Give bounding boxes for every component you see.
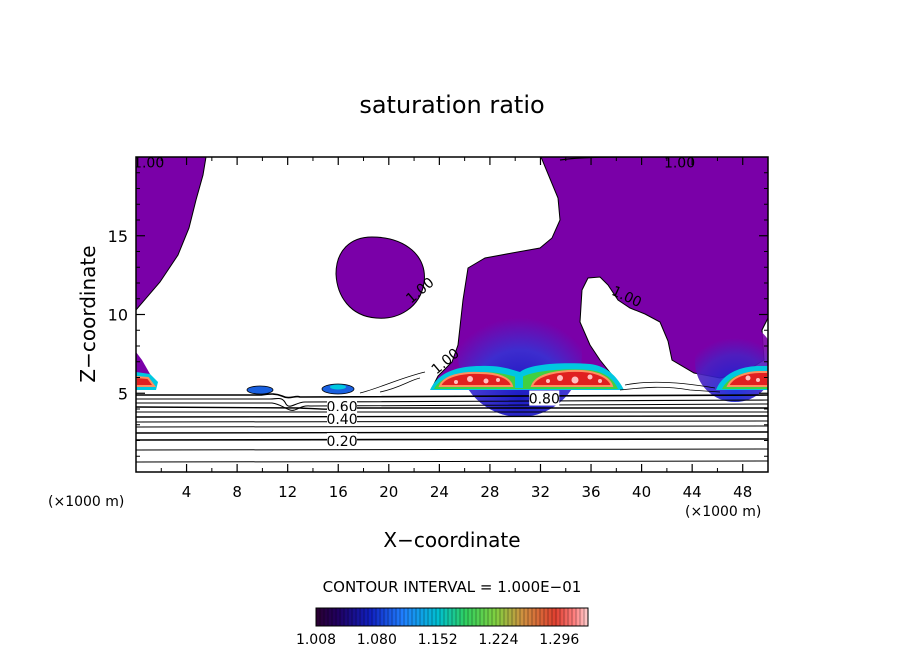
contour-label: 1.00 [133,155,164,171]
contour-label-group: 1.00 [664,155,695,171]
colorbar-tick-label: 1.008 [296,632,336,648]
y-axis-label: Z−coordinate [76,245,100,382]
x-unit-left: (×1000 m) [48,494,124,510]
x-unit-right: (×1000 m) [685,504,761,520]
x-tick-label: 28 [480,483,499,501]
colorbar-tick-label: 1.152 [418,632,458,648]
colorbar-tick-label: 1.296 [539,632,579,648]
x-tick-label: 4 [182,483,192,501]
contour-interval-label: CONTOUR INTERVAL = 1.000E−01 [323,578,582,596]
x-axis-label: X−coordinate [383,528,520,552]
purple-region-bubble [335,236,425,319]
y-axis-ticks: 5 10 15 [108,172,768,457]
red-core-1 [438,371,514,387]
y-tick-label: 5 [118,384,128,403]
x-tick-label: 40 [632,483,651,501]
x-tick-label: 44 [683,483,702,501]
contour-label: 0.40 [326,412,357,428]
red-core-left [136,375,156,387]
colorbar: 1.008 1.080 1.152 1.224 1.296 [296,607,589,648]
contour-label: 1.00 [664,155,695,171]
x-axis-ticks: 4 8 12 16 20 24 28 32 36 40 44 48 [160,157,752,501]
y-tick-label: 10 [108,306,128,325]
colorbar-tick-label: 1.224 [478,632,518,648]
x-tick-label: 16 [329,483,348,501]
x-tick-label: 20 [379,483,398,501]
contour-label-background [327,398,358,414]
contour-label-background [327,433,358,449]
x-tick-label: 36 [581,483,600,501]
contour-label-group: 0.80 [529,390,560,408]
colorbar-tick-labels: 1.008 1.080 1.152 1.224 1.296 [296,632,579,648]
contour-label: 0.20 [326,434,357,450]
small-patch-10km [246,385,274,395]
x-tick-label: 32 [531,483,550,501]
colorbar-tick-label: 1.080 [357,632,397,648]
contour-label-background [529,390,560,406]
stratified-contours [136,157,768,463]
purple-region-left [136,157,207,311]
x-tick-label: 12 [278,483,297,501]
pink-speckles [454,374,760,384]
x-tick-label: 48 [733,483,752,501]
contour-label-group: 0.20 [326,433,358,450]
contour-label: 0.80 [529,392,560,408]
x-tick-label: 24 [430,483,449,501]
contour-label-background [327,411,358,427]
colorbar-stripes [319,608,585,626]
x-tick-label: 8 [232,483,242,501]
y-tick-label: 15 [108,227,128,246]
blue-core-main [458,293,582,417]
chart-title: saturation ratio [359,91,544,119]
small-patch-16km-inner [330,384,346,390]
contour-field: 1.00 1.001.00 1.001.000.800.600.400.20 [133,155,768,463]
contour-label-group: 1.00 [133,155,164,171]
contour-label-group: 0.40 [326,411,358,428]
gap-between-cells [515,376,523,388]
